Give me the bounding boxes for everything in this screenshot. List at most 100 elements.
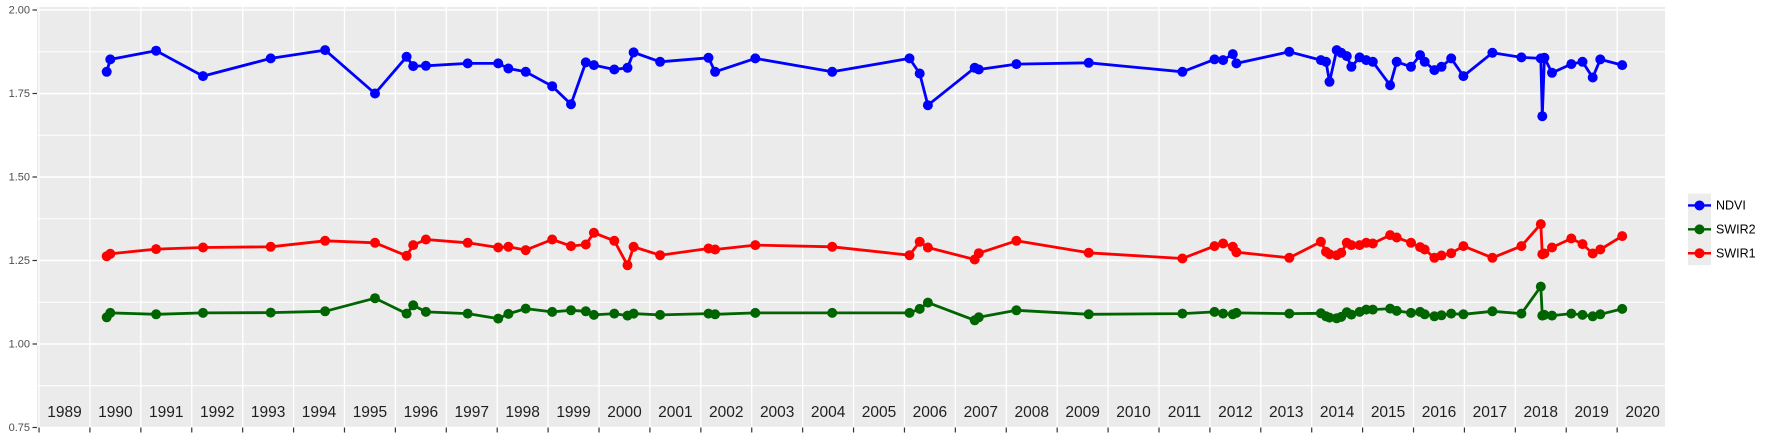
data-point-SWIR1 xyxy=(1231,247,1242,258)
data-point-SWIR1 xyxy=(904,250,915,261)
data-point-SWIR1 xyxy=(1487,252,1498,263)
data-point-NDVI xyxy=(1231,58,1242,69)
x-axis-tick-label: 2013 xyxy=(1269,404,1303,421)
x-axis-tick-label: 1994 xyxy=(302,404,337,421)
data-point-NDVI xyxy=(1566,59,1577,70)
data-point-NDVI xyxy=(1419,56,1430,67)
data-point-SWIR1 xyxy=(1218,238,1229,249)
data-point-NDVI xyxy=(609,64,620,75)
data-point-NDVI xyxy=(493,58,504,69)
x-axis-tick-label: 2000 xyxy=(607,404,642,421)
data-point-SWIR1 xyxy=(1177,253,1188,264)
x-axis-tick-label: 1999 xyxy=(556,404,590,421)
data-point-SWIR2 xyxy=(1011,305,1022,316)
data-point-NDVI xyxy=(1446,53,1457,64)
legend-label-SWIR1: SWIR1 xyxy=(1716,246,1756,260)
y-axis-tick-label: 2.00 xyxy=(9,5,30,17)
x-axis-tick-label: 2003 xyxy=(760,404,794,421)
data-point-NDVI xyxy=(628,47,639,58)
legend-key-point-NDVI xyxy=(1694,200,1705,211)
data-point-NDVI xyxy=(1537,111,1548,122)
data-point-NDVI xyxy=(566,99,576,110)
data-point-SWIR1 xyxy=(1587,248,1598,259)
data-point-NDVI xyxy=(1385,80,1396,91)
data-point-NDVI xyxy=(370,88,380,99)
data-point-NDVI xyxy=(503,63,514,74)
data-point-SWIR2 xyxy=(588,309,599,320)
data-point-NDVI xyxy=(1083,57,1094,68)
data-point-NDVI xyxy=(265,53,276,64)
data-point-SWIR2 xyxy=(265,307,276,318)
data-point-SWIR2 xyxy=(503,308,514,319)
data-point-SWIR1 xyxy=(973,248,984,259)
data-point-SWIR1 xyxy=(1083,247,1094,258)
legend-label-NDVI: NDVI xyxy=(1716,198,1746,212)
data-point-SWIR2 xyxy=(750,307,761,318)
data-point-NDVI xyxy=(1595,54,1606,65)
data-point-NDVI xyxy=(973,64,984,75)
x-axis-tick-label: 1989 xyxy=(47,404,81,421)
data-point-SWIR1 xyxy=(408,240,419,251)
x-axis-tick-label: 2009 xyxy=(1065,404,1099,421)
data-point-SWIR1 xyxy=(1436,250,1447,261)
data-point-NDVI xyxy=(622,62,633,73)
data-point-NDVI xyxy=(750,53,761,64)
data-point-NDVI xyxy=(1367,56,1378,67)
data-point-SWIR2 xyxy=(628,308,639,319)
data-point-NDVI xyxy=(1487,47,1498,58)
data-point-SWIR2 xyxy=(609,308,620,319)
data-point-SWIR2 xyxy=(1516,308,1527,319)
data-point-SWIR1 xyxy=(1419,244,1430,255)
data-point-NDVI xyxy=(1218,55,1229,66)
data-point-SWIR2 xyxy=(580,306,591,317)
data-point-SWIR1 xyxy=(462,237,473,248)
data-point-SWIR1 xyxy=(198,242,208,253)
x-axis-tick-label: 2006 xyxy=(913,404,947,421)
data-point-SWIR1 xyxy=(1595,244,1606,255)
data-point-SWIR2 xyxy=(370,293,380,304)
data-point-SWIR2 xyxy=(493,313,504,324)
data-point-NDVI xyxy=(105,54,116,65)
data-point-SWIR1 xyxy=(609,235,620,246)
data-point-SWIR1 xyxy=(628,241,639,252)
data-point-SWIR2 xyxy=(1595,309,1606,320)
data-point-SWIR2 xyxy=(462,308,473,319)
data-point-SWIR2 xyxy=(1577,309,1588,320)
data-point-NDVI xyxy=(904,53,915,64)
data-point-SWIR2 xyxy=(420,306,431,317)
data-point-SWIR2 xyxy=(710,309,721,320)
data-point-SWIR1 xyxy=(503,241,514,252)
data-point-SWIR2 xyxy=(320,306,331,317)
data-point-SWIR1 xyxy=(420,234,431,245)
data-point-NDVI xyxy=(1539,52,1550,63)
data-point-NDVI xyxy=(1458,71,1469,82)
data-point-NDVI xyxy=(1436,61,1447,72)
data-point-SWIR1 xyxy=(1011,235,1022,246)
x-axis-tick-label: 1995 xyxy=(353,404,387,421)
data-point-SWIR1 xyxy=(1209,241,1220,252)
x-axis-tick-label: 2015 xyxy=(1371,404,1405,421)
data-point-NDVI xyxy=(1341,51,1352,62)
y-axis-tick-label: 1.50 xyxy=(9,172,30,184)
data-point-SWIR2 xyxy=(151,309,162,320)
x-axis-tick-label: 2014 xyxy=(1320,404,1355,421)
x-axis-tick-label: 1992 xyxy=(200,404,234,421)
data-point-NDVI xyxy=(198,71,208,82)
x-axis-tick-label: 2017 xyxy=(1473,404,1507,421)
x-axis-tick-label: 2016 xyxy=(1422,404,1456,421)
data-point-SWIR1 xyxy=(1535,219,1546,230)
data-point-NDVI xyxy=(520,66,531,77)
data-point-SWIR1 xyxy=(1446,248,1457,259)
data-point-SWIR2 xyxy=(827,307,838,318)
data-point-SWIR1 xyxy=(1516,241,1527,252)
data-point-SWIR1 xyxy=(922,242,933,253)
data-point-SWIR1 xyxy=(1577,239,1588,250)
data-point-NDVI xyxy=(320,45,331,56)
data-point-NDVI xyxy=(1587,72,1598,83)
data-point-SWIR2 xyxy=(1324,312,1335,323)
data-point-SWIR1 xyxy=(1406,237,1416,248)
data-point-NDVI xyxy=(101,66,112,77)
data-point-NDVI xyxy=(914,68,925,79)
data-point-SWIR1 xyxy=(401,250,412,261)
data-point-NDVI xyxy=(580,57,591,68)
